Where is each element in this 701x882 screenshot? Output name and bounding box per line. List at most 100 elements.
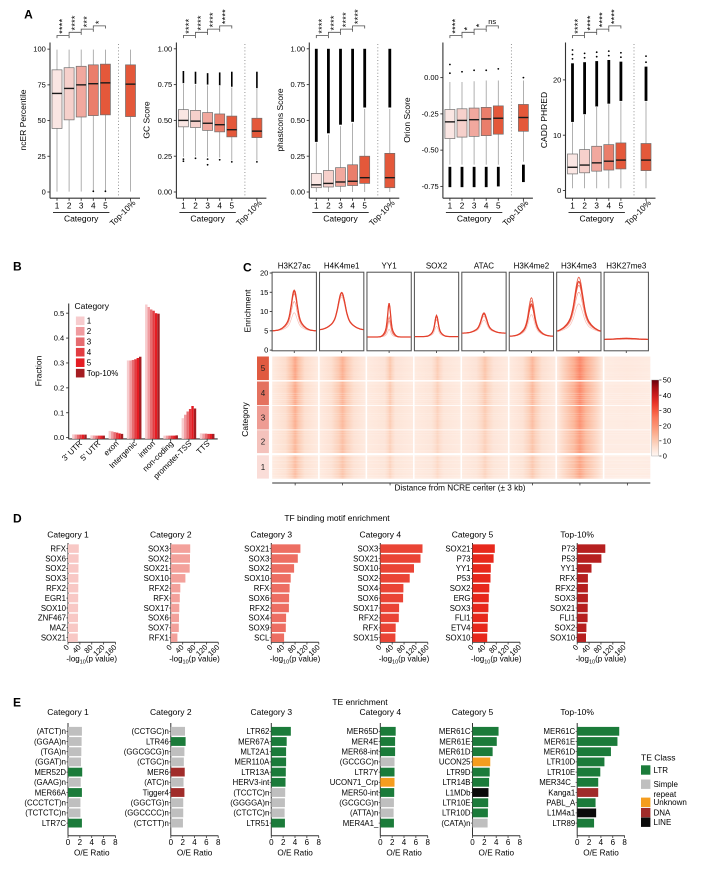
svg-text:D: D xyxy=(13,512,22,526)
svg-text:4: 4 xyxy=(350,202,355,211)
svg-text:RFX: RFX xyxy=(363,624,379,633)
svg-text:4: 4 xyxy=(192,838,197,847)
svg-text:100: 100 xyxy=(33,45,46,54)
svg-text:Category 5: Category 5 xyxy=(452,529,494,539)
svg-text:10: 10 xyxy=(553,131,561,140)
svg-text:Category: Category xyxy=(323,214,358,224)
svg-text:2: 2 xyxy=(482,838,487,847)
svg-text:UCON71_Crp: UCON71_Crp xyxy=(330,778,379,787)
svg-text:Category: Category xyxy=(240,402,250,437)
svg-text:ETV4: ETV4 xyxy=(451,624,471,633)
svg-text:(GGCCCC)n: (GGCCCC)n xyxy=(125,809,169,818)
svg-text:LTR: LTR xyxy=(654,766,669,775)
svg-text:1: 1 xyxy=(314,202,319,211)
svg-text:SOX2: SOX2 xyxy=(45,564,66,573)
svg-text:5: 5 xyxy=(103,202,108,211)
svg-text:P53: P53 xyxy=(561,554,575,563)
svg-text:MER61C: MER61C xyxy=(544,727,576,736)
svg-text:0.3: 0.3 xyxy=(54,359,64,368)
svg-text:SOX3: SOX3 xyxy=(357,544,378,553)
svg-text:MER66A: MER66A xyxy=(35,788,67,797)
svg-text:RFX2: RFX2 xyxy=(358,614,378,623)
svg-text:SOX10: SOX10 xyxy=(41,604,67,613)
svg-text:LTR14B: LTR14B xyxy=(442,778,470,787)
svg-text:20: 20 xyxy=(553,76,561,85)
svg-text:SOX21: SOX21 xyxy=(445,544,470,553)
svg-text:H3K4me3: H3K4me3 xyxy=(561,261,597,270)
svg-text:0.5: 0.5 xyxy=(54,309,64,318)
svg-text:40: 40 xyxy=(663,391,671,400)
svg-text:LTR62: LTR62 xyxy=(246,727,269,736)
svg-text:MER61E: MER61E xyxy=(439,737,470,746)
svg-text:0: 0 xyxy=(66,838,71,847)
svg-text:ZNF467: ZNF467 xyxy=(38,614,66,623)
svg-text:10: 10 xyxy=(663,437,671,446)
svg-text:****: **** xyxy=(184,18,194,33)
svg-text:MER34C_: MER34C_ xyxy=(539,778,576,787)
svg-text:E: E xyxy=(13,696,21,710)
svg-text:-log10(p value): -log10(p value) xyxy=(270,655,321,666)
svg-text:O/E Ratio: O/E Ratio xyxy=(74,849,110,858)
svg-text:*: * xyxy=(94,20,104,24)
svg-text:LTR13A: LTR13A xyxy=(241,768,270,777)
svg-text:4: 4 xyxy=(599,838,604,847)
svg-text:RFX: RFX xyxy=(560,574,576,583)
svg-text:2: 2 xyxy=(78,838,83,847)
svg-text:C: C xyxy=(243,261,252,275)
svg-text:8: 8 xyxy=(216,838,221,847)
svg-text:A: A xyxy=(24,8,33,22)
svg-text:P73: P73 xyxy=(561,544,575,553)
svg-text:MER61D: MER61D xyxy=(544,748,576,757)
svg-text:Category 3: Category 3 xyxy=(251,707,293,717)
svg-text:****: **** xyxy=(196,15,206,30)
svg-text:LTR51: LTR51 xyxy=(246,819,269,828)
svg-text:10: 10 xyxy=(260,307,268,316)
svg-text:5: 5 xyxy=(496,202,501,211)
svg-text:LTR10E: LTR10E xyxy=(547,768,575,777)
svg-text:SOX10: SOX10 xyxy=(445,634,471,643)
svg-text:0: 0 xyxy=(575,838,580,847)
svg-text:SOX3: SOX3 xyxy=(554,594,575,603)
svg-text:O/E Ratio: O/E Ratio xyxy=(177,849,213,858)
svg-text:RFX2: RFX2 xyxy=(555,584,575,593)
svg-text:1.00: 1.00 xyxy=(158,44,173,53)
svg-text:6: 6 xyxy=(305,838,310,847)
svg-text:4: 4 xyxy=(484,202,489,211)
svg-text:P53: P53 xyxy=(457,574,471,583)
svg-text:6: 6 xyxy=(101,838,106,847)
svg-text:2: 2 xyxy=(87,327,92,336)
svg-text:RFX: RFX xyxy=(254,584,270,593)
svg-text:0.00: 0.00 xyxy=(424,73,439,82)
svg-text:20: 20 xyxy=(260,269,268,278)
svg-text:SOX17: SOX17 xyxy=(353,604,378,613)
svg-text:8: 8 xyxy=(518,838,523,847)
svg-text:EGR1: EGR1 xyxy=(45,594,66,603)
svg-text:0: 0 xyxy=(264,346,268,355)
svg-text:LTR10D: LTR10D xyxy=(547,758,576,767)
svg-text:(GGAA)n: (GGAA)n xyxy=(34,737,66,746)
svg-text:MER4A1_: MER4A1_ xyxy=(343,819,379,828)
svg-text:0: 0 xyxy=(169,838,174,847)
svg-text:0.75: 0.75 xyxy=(158,80,173,89)
svg-text:4: 4 xyxy=(89,838,94,847)
svg-text:0.00: 0.00 xyxy=(290,188,305,197)
svg-text:4: 4 xyxy=(402,838,407,847)
svg-text:Category: Category xyxy=(457,214,492,224)
svg-text:Category 2: Category 2 xyxy=(150,707,192,717)
svg-text:Unknown: Unknown xyxy=(654,798,687,807)
svg-text:SCL: SCL xyxy=(254,634,270,643)
svg-text:****: **** xyxy=(585,15,595,30)
svg-text:25: 25 xyxy=(37,152,45,161)
svg-text:ns: ns xyxy=(488,17,496,26)
svg-text:5: 5 xyxy=(87,359,92,368)
svg-text:4: 4 xyxy=(293,838,298,847)
svg-text:Category 3: Category 3 xyxy=(251,529,293,539)
svg-text:YY1: YY1 xyxy=(382,261,398,270)
svg-text:4: 4 xyxy=(217,202,222,211)
svg-text:RFX: RFX xyxy=(50,544,66,553)
svg-text:SOX21: SOX21 xyxy=(244,544,269,553)
svg-text:Enrichment: Enrichment xyxy=(242,289,252,333)
svg-text:LTR7Y: LTR7Y xyxy=(355,768,379,777)
svg-text:(ATTA)n: (ATTA)n xyxy=(350,809,378,818)
svg-text:(GGGGA)n: (GGGGA)n xyxy=(230,799,269,808)
